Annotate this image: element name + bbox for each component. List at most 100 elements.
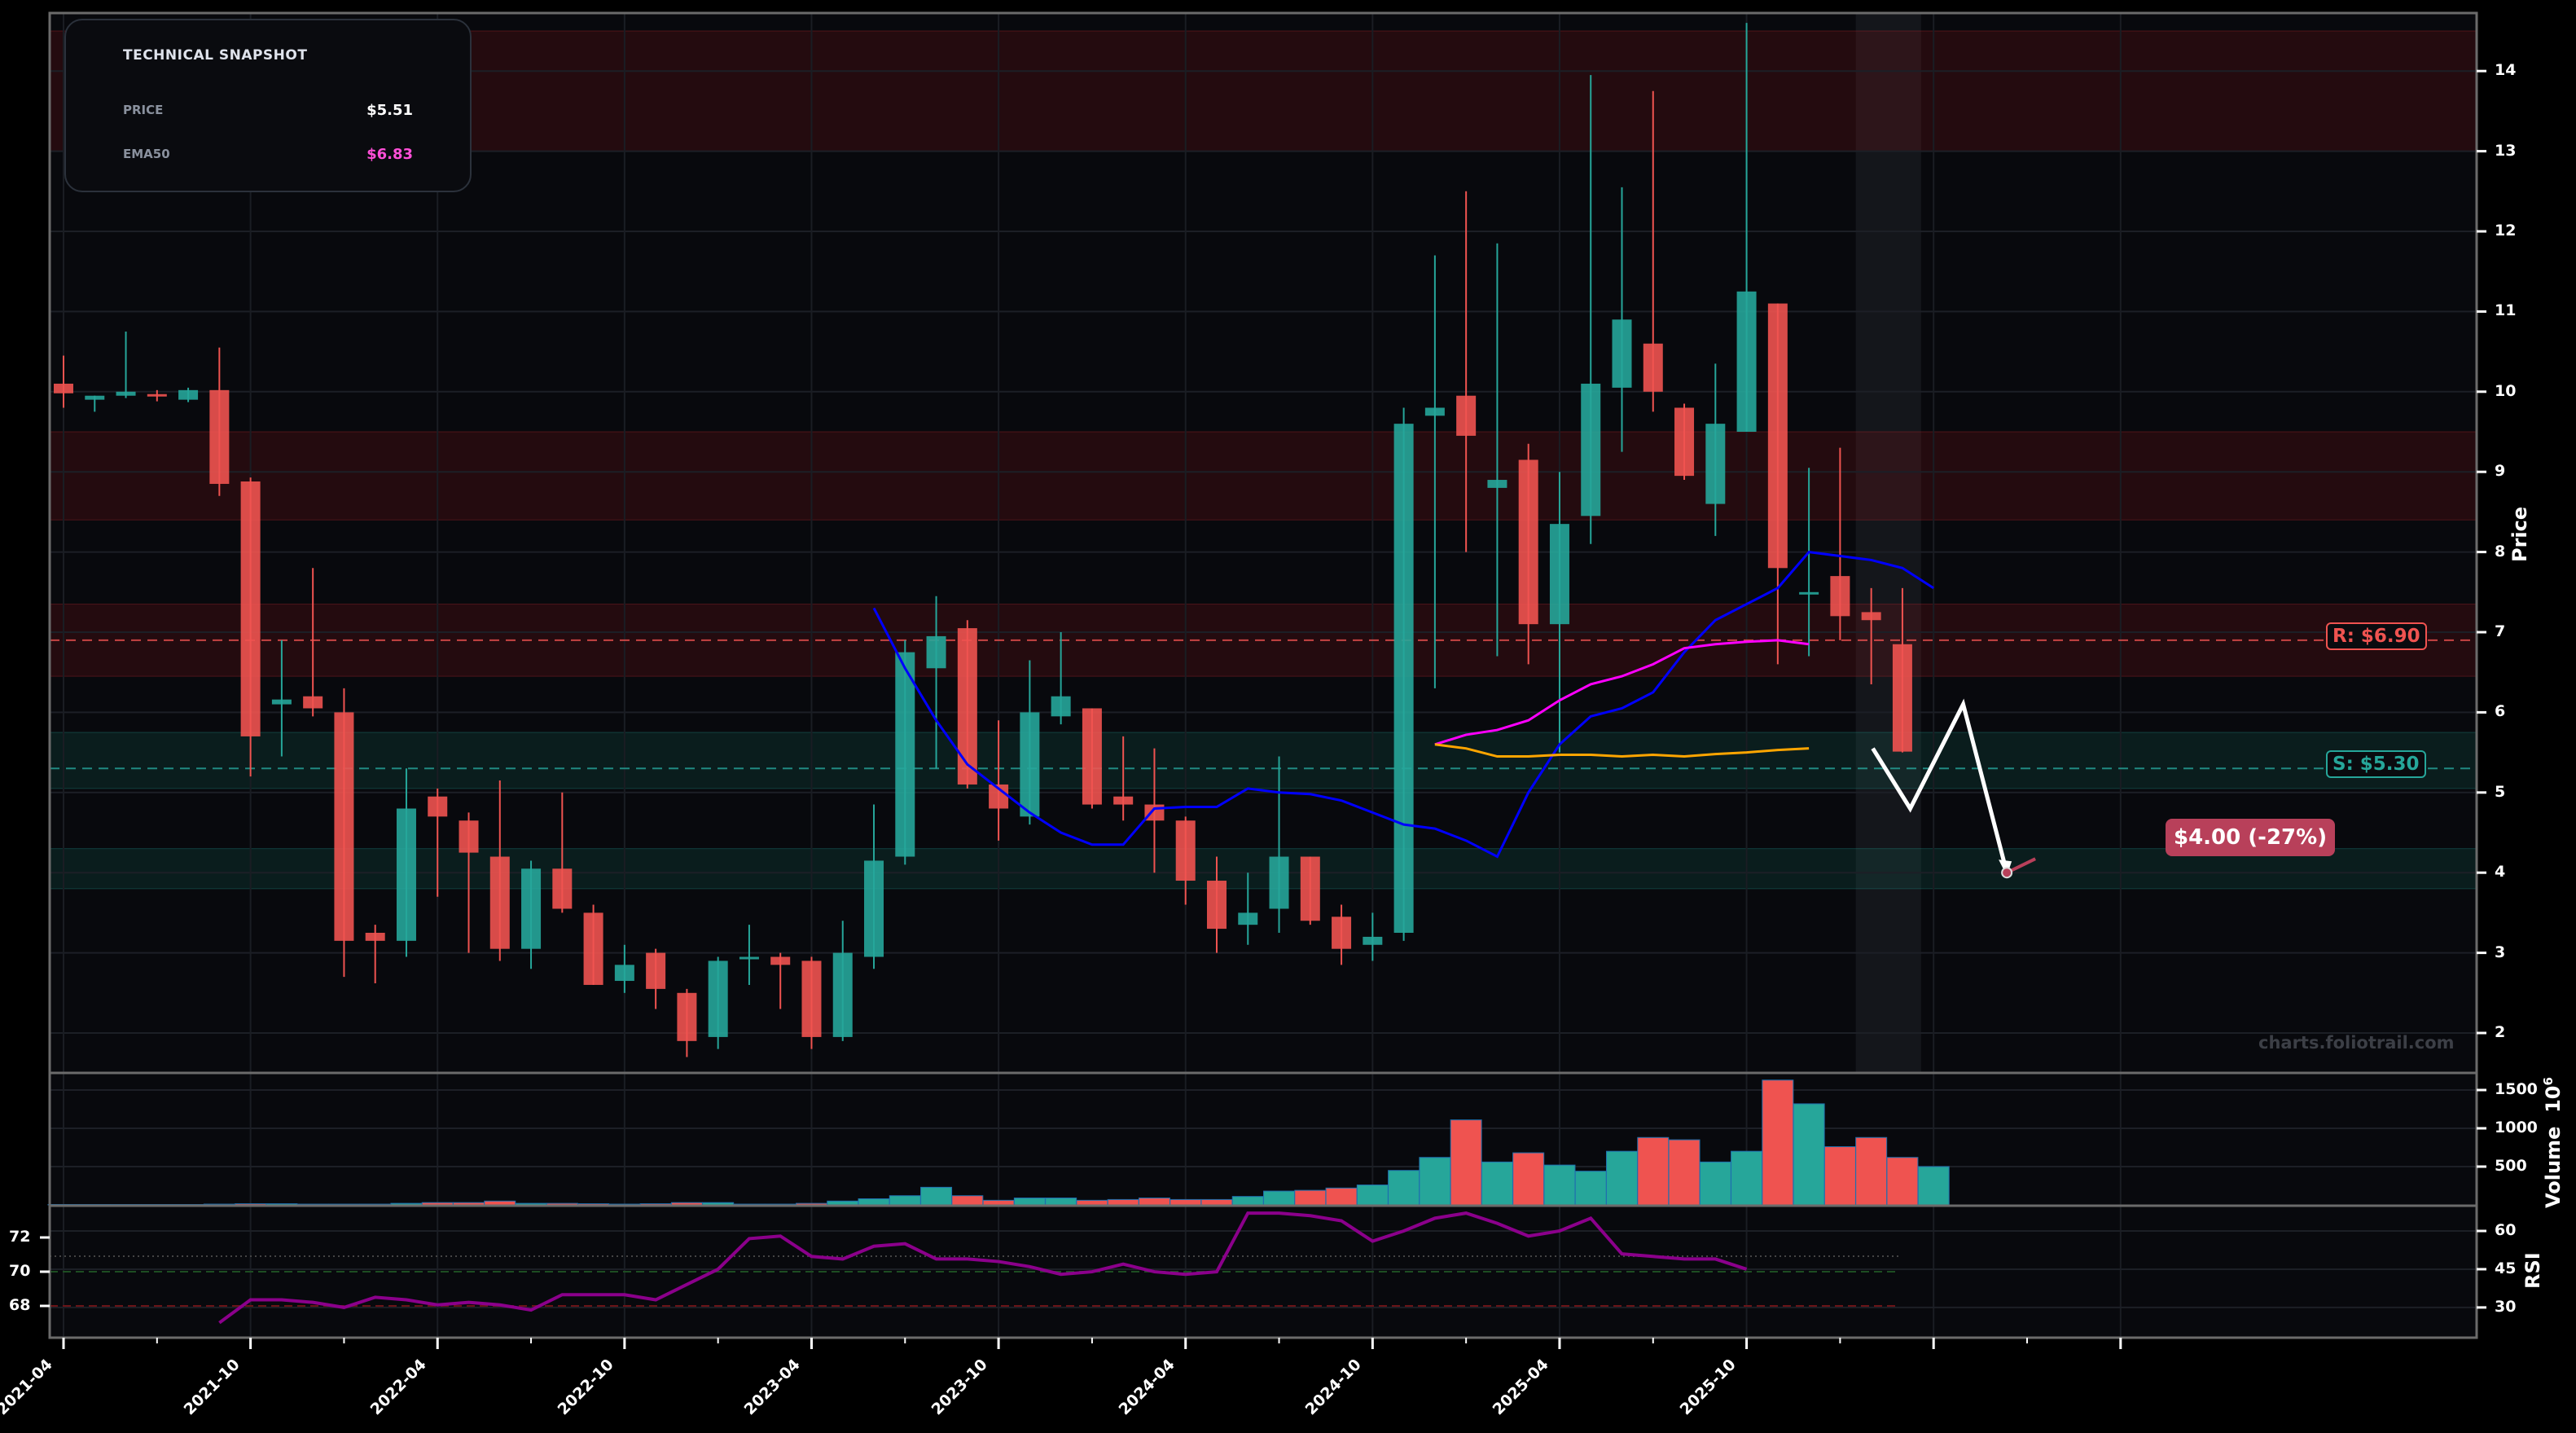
volume-bar: [920, 1186, 953, 1206]
candle-body: [116, 391, 136, 396]
candle-body: [801, 960, 822, 1037]
price-tick-label: 7: [2495, 622, 2506, 640]
volume-bar: [1450, 1119, 1482, 1206]
volume-bar: [951, 1195, 984, 1206]
rsi-tick-label: 30: [2495, 1297, 2517, 1316]
watermark: charts.foliotrail.com: [2258, 1033, 2455, 1053]
current-period-highlight: [1855, 13, 1921, 1073]
candle-body: [1518, 459, 1538, 625]
volume-bar: [1762, 1079, 1794, 1206]
forecast-line: [1871, 698, 2009, 873]
volume-tick-label: 1500: [2495, 1080, 2538, 1098]
candle-body: [334, 712, 354, 941]
rsi-axis-label: RSI: [2521, 1252, 2544, 1289]
axis-ticks: [40, 69, 2486, 1349]
rsi-left-tick-label: 72: [9, 1228, 31, 1246]
candle-body: [1363, 936, 1383, 945]
rsi-left-tick-label: 68: [9, 1296, 31, 1314]
candle-body: [1487, 480, 1507, 488]
volume-bar: [827, 1200, 859, 1206]
volume-bar: [1543, 1164, 1576, 1206]
candlesticks: [54, 23, 1912, 1057]
candle-body: [1830, 576, 1850, 617]
candle-body: [770, 956, 791, 965]
volume-axis-label: Volume 106: [2541, 1077, 2565, 1208]
candle-body: [1113, 796, 1134, 805]
support-label: S: $5.30: [2326, 750, 2426, 778]
price-tick-label: 8: [2495, 542, 2506, 560]
candle-body: [1549, 524, 1569, 625]
candle-body: [677, 992, 697, 1041]
volume-axis-exp: 10: [2542, 1085, 2565, 1113]
candle-body: [957, 628, 977, 785]
price-tick-label: 13: [2495, 141, 2517, 160]
candle-body: [459, 820, 479, 853]
candle-body: [895, 652, 915, 857]
price-tick-label: 2: [2495, 1023, 2506, 1041]
price-tick-label: 4: [2495, 863, 2506, 881]
volume-bar: [1855, 1136, 1888, 1206]
candle-body: [240, 481, 261, 736]
candle-body: [521, 868, 542, 949]
volume-tick-label: 1000: [2495, 1119, 2538, 1136]
candle-body: [209, 389, 230, 484]
rsi-tick-label: 60: [2495, 1221, 2517, 1239]
candle-body: [85, 395, 105, 400]
target-price-label: $4.00 (-27%): [2166, 819, 2336, 856]
ema-blue-line: [872, 551, 1935, 859]
candle-body: [1736, 291, 1757, 432]
candle-body: [1206, 881, 1227, 930]
volume-bar: [1512, 1152, 1545, 1206]
candle-body: [583, 912, 603, 985]
volume-bar: [1793, 1103, 1825, 1206]
candle-body: [1051, 696, 1071, 717]
candle-body: [147, 393, 167, 397]
ema50-line: [1434, 639, 1810, 746]
volume-panel: [50, 1073, 2477, 1206]
volume-bar: [1076, 1199, 1108, 1206]
ema-orange-line: [1434, 743, 1810, 758]
volume-bar: [484, 1200, 516, 1206]
price-tick-label: 6: [2495, 702, 2506, 721]
volume-bar: [1325, 1187, 1358, 1206]
price-value: $5.51: [366, 102, 413, 119]
candle-body: [614, 965, 634, 982]
volume-axis-sup: 6: [2541, 1077, 2556, 1086]
support-zone: [49, 732, 2477, 789]
candle-body: [1393, 424, 1414, 933]
volume-bar: [982, 1199, 1015, 1206]
price-tick-label: 3: [2495, 943, 2506, 961]
technical-snapshot-card: TECHNICAL SNAPSHOT PRICE $5.51 EMA50 $6.…: [64, 19, 472, 192]
candle-body: [54, 383, 73, 393]
candle-body: [1643, 343, 1663, 392]
volume-bar: [1637, 1136, 1670, 1206]
candle-body: [864, 860, 884, 957]
volume-bar: [1388, 1170, 1420, 1206]
candle-body: [1020, 712, 1040, 817]
price-tick-label: 11: [2495, 301, 2517, 320]
candle-body: [1581, 383, 1601, 516]
candle-body: [1424, 407, 1445, 416]
price-tick-label: 14: [2495, 61, 2517, 80]
chart-panels: [50, 13, 2477, 1338]
volume-bar: [1823, 1146, 1856, 1206]
rsi-tick-label: 45: [2495, 1259, 2517, 1277]
rsi-line: [218, 1211, 1748, 1325]
candle-body: [178, 389, 199, 400]
volume-bar: [1699, 1161, 1731, 1206]
candle-body: [1799, 591, 1819, 595]
candle-body: [1861, 612, 1881, 621]
candle-body: [303, 696, 323, 709]
snapshot-title: TECHNICAL SNAPSHOT: [123, 47, 308, 64]
price-tick-label: 10: [2495, 381, 2517, 400]
candle-body: [1674, 407, 1695, 477]
candle-body: [1175, 820, 1196, 881]
price-tick-label: 5: [2495, 782, 2506, 801]
volume-bar: [1886, 1157, 1919, 1206]
candle-body: [1456, 395, 1477, 436]
rsi-line: [218, 1211, 1748, 1325]
target-point: [2001, 867, 2013, 879]
volume-bar: [1107, 1198, 1139, 1206]
volume-bar: [1917, 1166, 1950, 1206]
volume-tick-label: 500: [2495, 1157, 2527, 1175]
